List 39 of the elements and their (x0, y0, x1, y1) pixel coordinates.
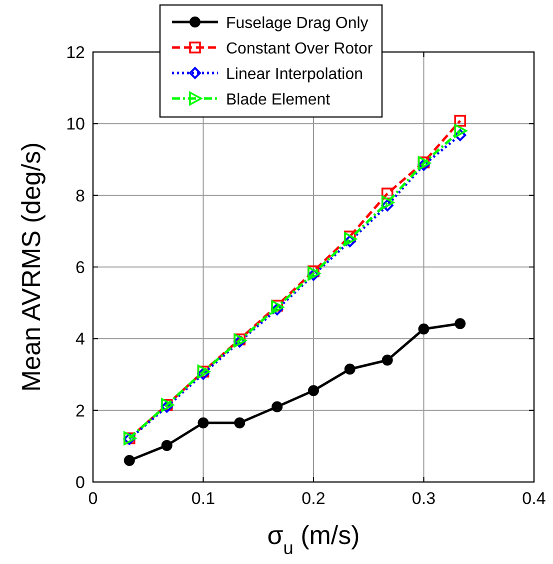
y-tick-label: 0 (76, 473, 85, 492)
y-tick-label: 8 (76, 186, 85, 206)
point (344, 364, 356, 375)
point (381, 196, 394, 210)
point (382, 354, 393, 366)
point (344, 235, 356, 248)
point (381, 188, 394, 200)
point (344, 232, 357, 246)
point (308, 385, 319, 396)
point (454, 114, 466, 127)
y-tick-label: 6 (76, 258, 85, 277)
point (271, 300, 284, 314)
y-tick-label: 2 (76, 401, 85, 420)
legend-label: Blade Element (226, 92, 331, 108)
point (454, 124, 468, 138)
point (272, 401, 283, 412)
x-tick-label: 0.3 (412, 489, 436, 508)
point (454, 129, 466, 142)
legend-label: Linear Interpolation (226, 66, 363, 83)
point (381, 199, 394, 212)
point (234, 417, 246, 428)
y-axis-title: Mean AVRMS (deg/s) (16, 142, 46, 392)
point (271, 303, 284, 316)
point (418, 323, 430, 334)
point (418, 158, 430, 171)
x-tick-label: 0.1 (191, 489, 216, 508)
y-tick-label: 10 (66, 114, 85, 134)
y-tick-label: 4 (76, 330, 85, 349)
legend-label: Constant Over Rotor (226, 40, 374, 58)
x-axis-title: σ$_{u}$ (m/s) (267, 520, 360, 558)
point (454, 318, 466, 330)
point (161, 440, 172, 451)
y-tick-label: 12 (66, 43, 85, 62)
x-tick-label: 0 (88, 489, 98, 508)
x-tick-label: 0.2 (302, 489, 326, 508)
point (124, 455, 135, 466)
legend-label: Fuselage Drag Only (226, 15, 368, 32)
x-tick-label: 0.4 (522, 489, 546, 508)
point (198, 417, 209, 428)
